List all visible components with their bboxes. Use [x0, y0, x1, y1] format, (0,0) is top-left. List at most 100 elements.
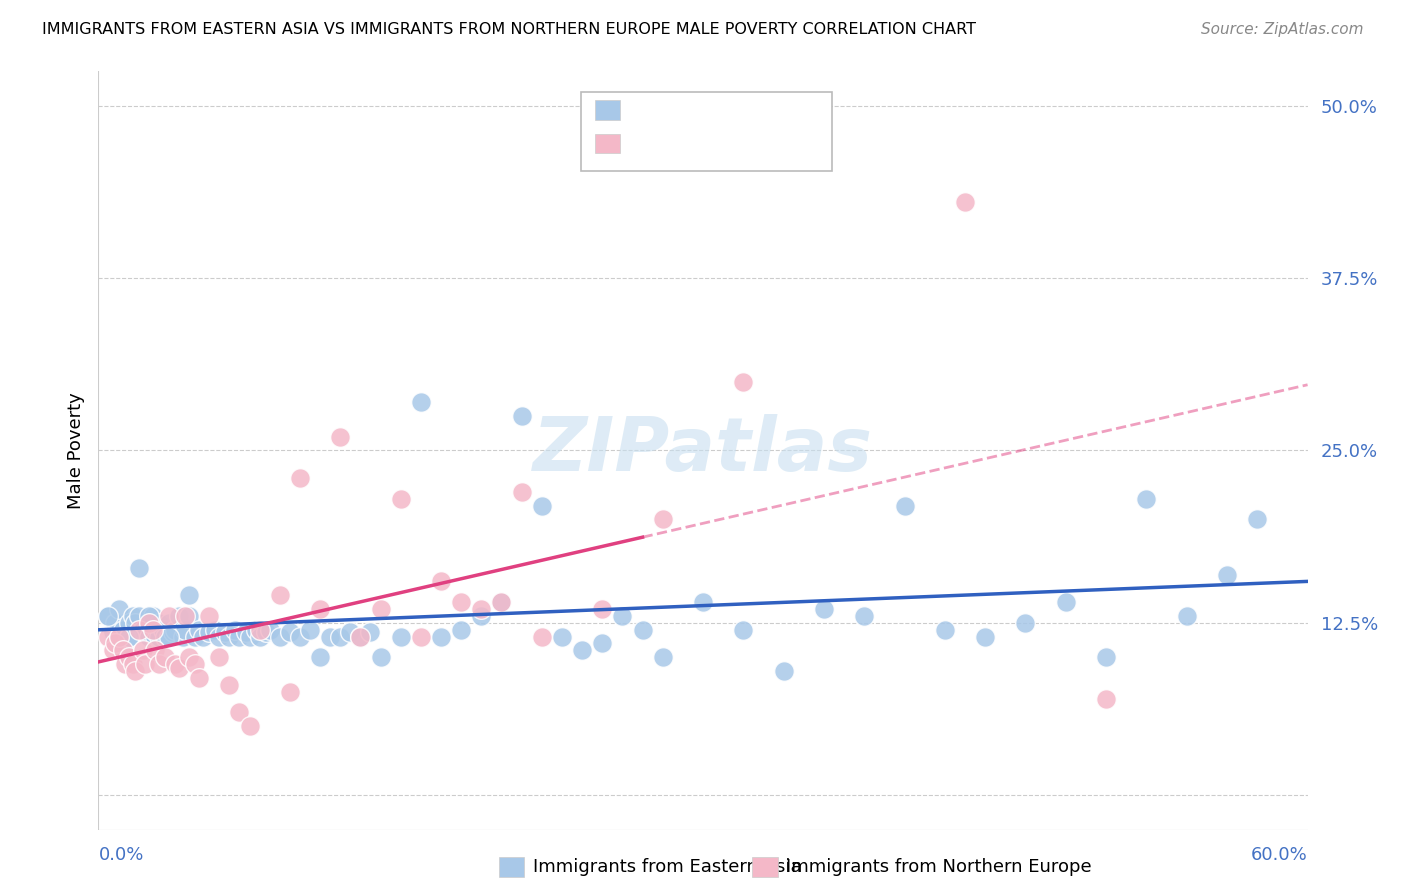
Point	[450, 623, 472, 637]
Point	[349, 630, 371, 644]
Point	[107, 602, 129, 616]
Point	[430, 630, 453, 644]
Point	[389, 630, 412, 644]
Point	[142, 608, 165, 623]
Point	[974, 630, 997, 644]
Point	[138, 615, 160, 630]
Point	[1135, 491, 1157, 506]
Point	[184, 630, 207, 644]
Point	[491, 595, 513, 609]
Point	[278, 625, 301, 640]
Point	[188, 671, 211, 685]
Point	[772, 664, 794, 678]
Point	[239, 630, 262, 644]
Point	[218, 630, 240, 644]
Point	[470, 608, 492, 623]
Point	[167, 661, 190, 675]
Text: N =: N =	[721, 101, 761, 119]
Point	[349, 630, 371, 644]
Point	[470, 602, 492, 616]
Point	[208, 650, 231, 665]
Point	[934, 623, 956, 637]
Point	[101, 643, 124, 657]
Point	[148, 630, 170, 644]
Point	[224, 623, 246, 637]
Point	[692, 595, 714, 609]
Point	[491, 595, 513, 609]
Point	[152, 623, 174, 637]
Text: Source: ZipAtlas.com: Source: ZipAtlas.com	[1201, 22, 1364, 37]
Point	[193, 630, 215, 644]
Point	[591, 636, 613, 650]
Text: ZIPatlas: ZIPatlas	[533, 414, 873, 487]
Point	[132, 643, 155, 657]
Point	[1175, 608, 1198, 623]
Point	[612, 608, 634, 623]
Point	[148, 615, 170, 630]
Point	[128, 560, 150, 574]
Point	[269, 630, 291, 644]
Point	[128, 623, 150, 637]
Point	[319, 630, 342, 644]
Point	[198, 608, 221, 623]
Point	[184, 657, 207, 672]
Point	[299, 623, 322, 637]
Point	[157, 615, 180, 630]
Point	[551, 630, 574, 644]
Point	[167, 608, 190, 623]
Point	[157, 608, 180, 623]
Point	[733, 375, 755, 389]
Point	[208, 630, 231, 644]
Point	[631, 623, 654, 637]
Point	[288, 630, 311, 644]
Point	[1014, 615, 1036, 630]
Point	[118, 650, 141, 665]
Point	[389, 491, 412, 506]
Point	[114, 636, 136, 650]
Point	[97, 630, 120, 644]
Text: 0.0%: 0.0%	[98, 847, 143, 864]
Point	[269, 588, 291, 602]
Text: IMMIGRANTS FROM EASTERN ASIA VS IMMIGRANTS FROM NORTHERN EUROPE MALE POVERTY COR: IMMIGRANTS FROM EASTERN ASIA VS IMMIGRAN…	[42, 22, 976, 37]
Point	[118, 615, 141, 630]
Point	[97, 608, 120, 623]
Text: R =: R =	[630, 101, 669, 119]
Point	[510, 484, 533, 499]
Point	[179, 588, 201, 602]
Point	[339, 625, 361, 640]
Point	[893, 499, 915, 513]
Point	[1216, 567, 1239, 582]
Point	[278, 684, 301, 698]
Text: 91: 91	[755, 100, 782, 120]
Point	[239, 719, 262, 733]
Point	[107, 630, 129, 644]
Point	[360, 625, 382, 640]
Point	[138, 615, 160, 630]
Point	[142, 623, 165, 637]
Point	[370, 650, 392, 665]
Point	[591, 602, 613, 616]
Point	[143, 643, 166, 657]
Point	[148, 657, 170, 672]
Point	[309, 602, 332, 616]
Point	[143, 630, 166, 644]
Point	[733, 623, 755, 637]
Point	[134, 657, 156, 672]
Point	[153, 630, 176, 644]
Point	[162, 625, 184, 640]
Y-axis label: Male Poverty: Male Poverty	[66, 392, 84, 508]
Point	[198, 625, 221, 640]
Point	[259, 623, 281, 637]
Point	[103, 615, 125, 630]
Point	[153, 650, 176, 665]
Point	[157, 630, 180, 644]
Text: R =: R =	[630, 135, 669, 153]
Point	[134, 625, 156, 640]
Point	[409, 630, 432, 644]
Point	[163, 657, 186, 672]
Point	[249, 630, 271, 644]
Point	[329, 630, 352, 644]
Point	[128, 608, 150, 623]
Point	[111, 643, 134, 657]
Point	[114, 657, 136, 672]
